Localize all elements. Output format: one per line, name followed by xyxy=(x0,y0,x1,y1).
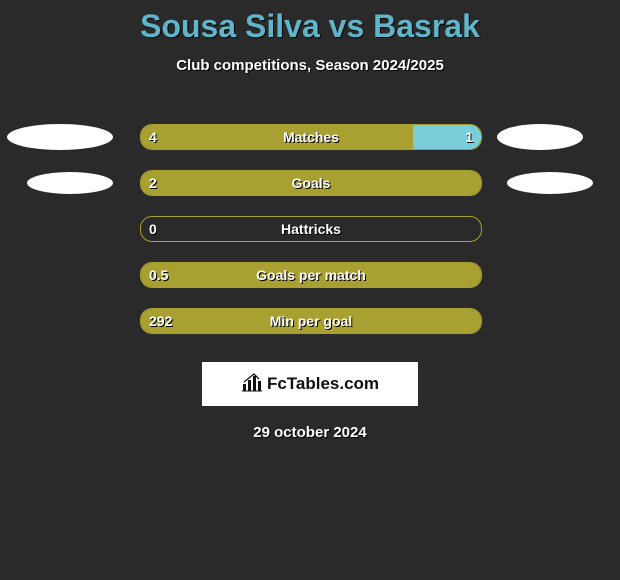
page-title: Sousa Silva vs Basrak xyxy=(0,0,620,45)
logo-box: FcTables.com xyxy=(202,362,418,406)
player-right-oval xyxy=(507,172,593,194)
logo: FcTables.com xyxy=(241,372,379,397)
stat-bar-track: 292 Min per goal xyxy=(140,308,482,334)
stat-bar-track: 4 Matches 1 xyxy=(140,124,482,150)
stat-left-value: 0 xyxy=(149,221,157,237)
stat-row: 0 Hattricks xyxy=(0,206,620,252)
chart-bars-icon xyxy=(241,372,263,397)
stat-row: 2 Goals xyxy=(0,160,620,206)
stat-row: 4 Matches 1 xyxy=(0,114,620,160)
stat-label: Hattricks xyxy=(141,221,481,237)
logo-text: FcTables.com xyxy=(267,374,379,394)
stat-bar-track: 0.5 Goals per match xyxy=(140,262,482,288)
stat-left-value: 2 xyxy=(149,175,157,191)
page-subtitle: Club competitions, Season 2024/2025 xyxy=(0,57,620,74)
stat-left-value: 0.5 xyxy=(149,267,168,283)
stat-bar-left xyxy=(141,171,481,195)
stat-row: 292 Min per goal xyxy=(0,298,620,344)
stat-bar-track: 0 Hattricks xyxy=(140,216,482,242)
stat-bar-left xyxy=(141,125,413,149)
stat-left-value: 4 xyxy=(149,129,157,145)
stat-bar-left xyxy=(141,309,481,333)
player-left-oval xyxy=(7,124,113,150)
stat-rows: 4 Matches 1 2 Goals 0 Hatt xyxy=(0,114,620,344)
stat-left-value: 292 xyxy=(149,313,172,329)
stat-bar-track: 2 Goals xyxy=(140,170,482,196)
date-text: 29 october 2024 xyxy=(0,424,620,441)
stat-row: 0.5 Goals per match xyxy=(0,252,620,298)
comparison-infographic: Sousa Silva vs Basrak Club competitions,… xyxy=(0,0,620,580)
stat-bar-left xyxy=(141,263,481,287)
player-right-oval xyxy=(497,124,583,150)
player-left-oval xyxy=(27,172,113,194)
stat-right-value: 1 xyxy=(465,129,473,145)
